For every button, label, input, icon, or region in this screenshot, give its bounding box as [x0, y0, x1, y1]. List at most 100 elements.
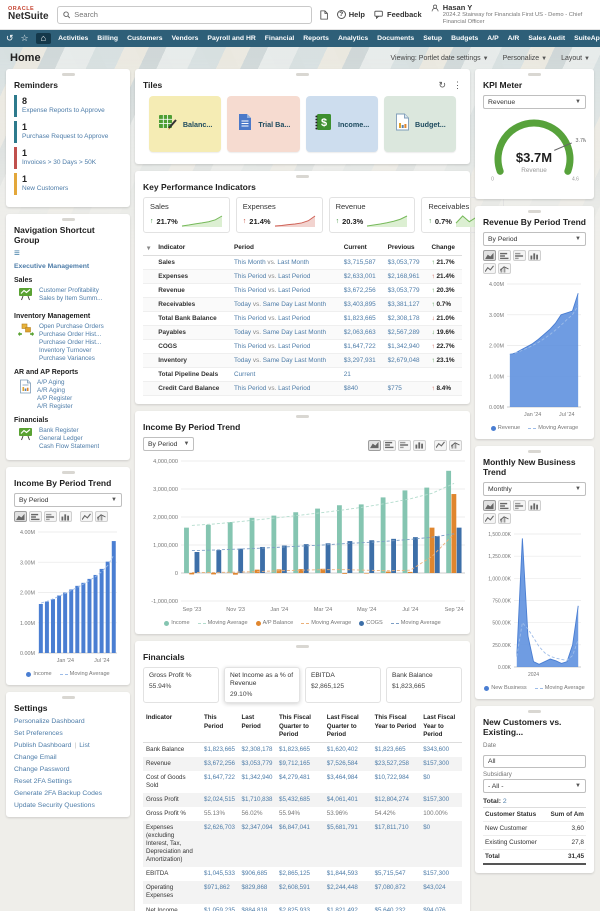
- kpi-previous-value[interactable]: $1,342,940: [383, 339, 428, 354]
- kebab-menu-icon[interactable]: ⋮: [453, 79, 462, 90]
- shortcut-link[interactable]: A/P Register: [37, 395, 73, 402]
- financials-value[interactable]: $17,811,710: [371, 821, 421, 868]
- kpi-current-value[interactable]: $1,647,722: [339, 339, 384, 354]
- tile-income[interactable]: $ Income...: [305, 96, 378, 152]
- chart-type-line-icon[interactable]: [80, 511, 93, 522]
- kpi-current-value[interactable]: $1,823,665: [339, 311, 384, 326]
- chart-type-cols-icon[interactable]: [528, 250, 541, 261]
- portlet-drag-handle[interactable]: [296, 645, 309, 648]
- period-link[interactable]: This Period: [234, 315, 267, 322]
- period-link[interactable]: This Period: [234, 343, 267, 350]
- settings-link[interactable]: Publish Dashboard: [14, 742, 72, 749]
- chart-type-barsH2-icon[interactable]: [44, 511, 57, 522]
- nav-item-documents[interactable]: Documents: [377, 35, 415, 42]
- settings-link[interactable]: Generate 2FA Backup Codes: [14, 790, 103, 797]
- chart-type-combo-icon[interactable]: [498, 263, 511, 274]
- feedback-menu[interactable]: Feedback: [374, 10, 422, 19]
- financials-value[interactable]: $2,608,591: [276, 881, 324, 904]
- kpi-current-value[interactable]: $840: [339, 381, 384, 396]
- kpi-current-value[interactable]: $3,715,587: [339, 255, 384, 270]
- portlet-drag-handle[interactable]: [296, 175, 309, 178]
- financials-value[interactable]: $1,620,402: [326, 745, 358, 753]
- chart-type-area-icon[interactable]: [368, 439, 381, 451]
- financials-value[interactable]: $1,823,665: [279, 745, 310, 753]
- nav-item-analytics[interactable]: Analytics: [337, 35, 369, 42]
- table-expander[interactable]: ▾: [143, 241, 155, 256]
- financials-value[interactable]: $3,464,984: [326, 773, 358, 781]
- financials-value[interactable]: $2,308,178: [241, 745, 273, 753]
- financials-value[interactable]: $5,640,232: [374, 906, 406, 911]
- financials-card[interactable]: Net Income as a % of Revenue 29.10%: [224, 667, 300, 704]
- financials-value[interactable]: $0: [420, 821, 462, 868]
- period-link[interactable]: Today: [234, 357, 252, 364]
- global-search[interactable]: [56, 5, 312, 24]
- quick-add-document-icon[interactable]: [319, 9, 328, 21]
- financials-value[interactable]: $1,710,838: [238, 792, 277, 807]
- nav-item-customers[interactable]: Customers: [127, 35, 163, 42]
- kpi-card-expenses[interactable]: Expenses ↑ 21.4%: [235, 197, 323, 233]
- income-sidebar-period-select[interactable]: By Period ▼: [14, 493, 122, 507]
- financials-value[interactable]: $5,681,791: [323, 821, 372, 868]
- chart-type-barsH-icon[interactable]: [498, 500, 511, 511]
- kpi-current-value[interactable]: $2,063,663: [339, 325, 384, 340]
- tile-trialba[interactable]: Trial Ba...: [227, 96, 300, 152]
- portlet-drag-handle[interactable]: [61, 73, 75, 76]
- viewing-dropdown[interactable]: Viewing: Portlet date settings ▼: [390, 54, 489, 62]
- financials-value[interactable]: $2,244,448: [323, 881, 372, 904]
- period-link[interactable]: Last Period: [278, 287, 311, 294]
- chart-type-cols-icon[interactable]: [528, 500, 541, 511]
- settings-link[interactable]: Personalize Dashboard: [14, 718, 85, 725]
- chart-type-cols-icon[interactable]: [59, 511, 72, 522]
- nav-item-a-r[interactable]: A/R: [507, 35, 520, 42]
- kpi-previous-value[interactable]: $2,168,961: [383, 269, 428, 284]
- financials-value[interactable]: $12,804,274: [371, 792, 421, 807]
- portlet-drag-handle[interactable]: [296, 415, 309, 418]
- nav-item-sales-audit[interactable]: Sales Audit: [528, 35, 566, 42]
- recent-records-icon[interactable]: ↺: [6, 33, 14, 43]
- financials-value[interactable]: $1,045,533: [204, 870, 235, 878]
- period-link[interactable]: This Period: [234, 273, 267, 280]
- period-link[interactable]: Last Period: [278, 315, 311, 322]
- financials-card[interactable]: Bank Balance $1,823,665: [386, 667, 462, 704]
- chart-type-barsH2-icon[interactable]: [398, 439, 411, 451]
- kpi-current-value[interactable]: $3,297,931: [339, 353, 384, 368]
- kpi-previous-value[interactable]: $2,567,289: [383, 325, 428, 340]
- user-menu[interactable]: Hasan Y 2024.2 Stairway for Financials F…: [431, 3, 592, 25]
- period-link[interactable]: This Period: [234, 385, 267, 392]
- financials-value[interactable]: $10,722,984: [374, 773, 409, 781]
- kpi-current-value[interactable]: $3,672,256: [339, 283, 384, 298]
- nav-item-payroll-and-hr[interactable]: Payroll and HR: [207, 35, 256, 42]
- portlet-drag-handle[interactable]: [528, 210, 541, 213]
- period-link[interactable]: Last Period: [278, 273, 311, 280]
- period-link[interactable]: Last Period: [278, 385, 311, 392]
- chart-type-barsH-icon[interactable]: [383, 439, 396, 451]
- financials-value[interactable]: $9,712,165: [276, 756, 324, 771]
- settings-link[interactable]: Set Preferences: [14, 730, 63, 737]
- chart-type-area-icon[interactable]: [483, 500, 496, 511]
- portlet-drag-handle[interactable]: [528, 710, 541, 713]
- nav-item-reports[interactable]: Reports: [303, 35, 329, 42]
- period-link[interactable]: Same Day Last Month: [262, 357, 327, 364]
- kpi-current-value[interactable]: $3,403,895: [339, 297, 384, 312]
- shortcut-link[interactable]: Cash Flow Statement: [39, 443, 100, 450]
- kpi-previous-value[interactable]: $2,679,048: [383, 353, 428, 368]
- financials-value[interactable]: $7,080,872: [371, 881, 421, 904]
- financials-value[interactable]: $157,300: [420, 792, 462, 807]
- nav-item-vendors[interactable]: Vendors: [171, 35, 199, 42]
- period-link[interactable]: This Period: [234, 287, 267, 294]
- financials-value[interactable]: $343,600: [423, 745, 450, 753]
- period-link[interactable]: Last Period: [278, 343, 311, 350]
- chart-type-barsH2-icon[interactable]: [513, 500, 526, 511]
- income-main-period-select[interactable]: By Period ▼: [143, 437, 195, 451]
- financials-value[interactable]: $23,527,258: [371, 756, 421, 771]
- portlet-drag-handle[interactable]: [61, 471, 75, 474]
- financials-value[interactable]: $971,862: [201, 881, 239, 904]
- chart-type-area-icon[interactable]: [483, 250, 496, 261]
- chart-type-combo-icon[interactable]: [95, 511, 108, 522]
- period-link[interactable]: Today: [234, 301, 252, 308]
- nav-item-setup[interactable]: Setup: [423, 35, 443, 42]
- chart-type-cols-icon[interactable]: [413, 439, 426, 451]
- nav-item-budgets[interactable]: Budgets: [451, 35, 479, 42]
- refresh-icon[interactable]: ↻: [438, 79, 446, 90]
- financials-value[interactable]: $157,300: [420, 756, 462, 771]
